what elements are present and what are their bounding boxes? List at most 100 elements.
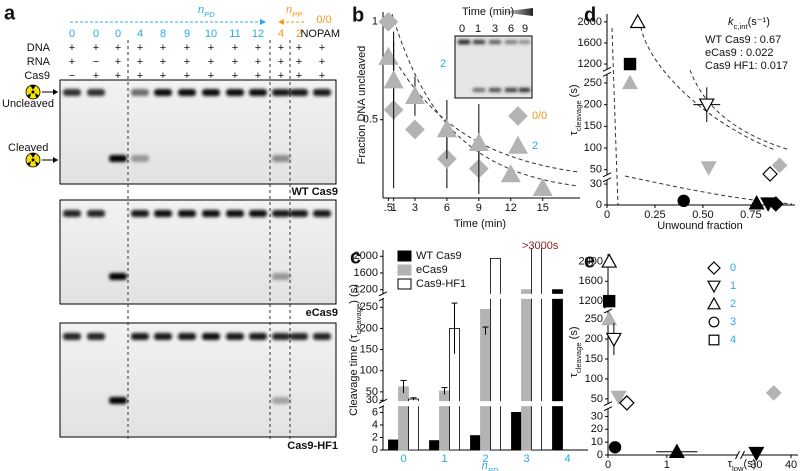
- inset-gel: [454, 35, 533, 99]
- y-tick-label: 250: [584, 77, 602, 89]
- npp-label-part: n: [286, 4, 292, 16]
- gel-bands: [63, 210, 331, 280]
- legend-marker: [508, 106, 528, 126]
- band: [272, 333, 290, 340]
- legend-swatch: [397, 264, 412, 276]
- y-tick-label: 1: [372, 16, 378, 28]
- k-value: eCas9 : 0.022: [705, 47, 774, 59]
- marker: [532, 177, 553, 197]
- nopam: NOPAM: [300, 28, 340, 40]
- lane-mark: +: [255, 70, 261, 82]
- y-tick-label: 150: [584, 120, 602, 132]
- y-axis-label-part: τ: [568, 131, 580, 136]
- x-axis-label-part: PD: [488, 466, 499, 471]
- lane-mark: +: [115, 42, 121, 54]
- lane-number: 11: [229, 28, 240, 40]
- band: [131, 210, 149, 217]
- band: [226, 210, 244, 217]
- marker: [608, 441, 622, 454]
- lane-mark: +: [160, 70, 166, 82]
- marker: [668, 443, 685, 458]
- band: [87, 89, 105, 96]
- axis-break: [740, 450, 745, 460]
- y-tick-label: 20: [591, 423, 603, 435]
- panel-letter: d: [584, 4, 596, 26]
- band-label: Cleaved: [8, 142, 48, 154]
- band: [63, 333, 81, 340]
- lane-mark: +: [208, 56, 214, 68]
- time-ramp: [500, 8, 533, 16]
- k-title-part: c,int: [734, 22, 749, 31]
- y-axis-label-part: (s): [568, 84, 580, 100]
- x-tick-label: 0: [605, 459, 611, 471]
- nopam-ratio: 0/0: [316, 14, 331, 26]
- axis-break: [603, 308, 613, 314]
- legend-marker: [507, 135, 529, 154]
- lane-mark: +: [278, 42, 284, 54]
- legend-marker: [708, 334, 720, 346]
- marker: [698, 98, 715, 113]
- band: [290, 210, 308, 217]
- marker: [765, 385, 782, 401]
- legend-label: 2: [730, 298, 736, 310]
- axis-break: [603, 401, 613, 407]
- lane-mark: +: [93, 70, 99, 82]
- x-tick-label: 1: [664, 459, 670, 471]
- lane-mark: +: [69, 56, 75, 68]
- y-axis-label-part: ) (s): [348, 284, 360, 304]
- y-tick-label: 1200: [578, 58, 602, 70]
- x-axis-label: Unwound fraction: [657, 220, 743, 232]
- x-tick-label: 0: [604, 209, 610, 221]
- bar: [470, 435, 481, 451]
- marker: [748, 446, 765, 462]
- y-tick-label: 1200: [579, 295, 603, 307]
- band: [202, 333, 220, 340]
- y-tick-label: 2000: [579, 255, 603, 267]
- lane-mark: +: [137, 56, 143, 68]
- y-tick-label: 150: [360, 343, 378, 355]
- gel-bands: [63, 333, 331, 404]
- lane-number: 2: [296, 28, 302, 40]
- axis-gap: [384, 401, 589, 407]
- lane-number: 4: [137, 28, 143, 40]
- axis-gap: [384, 293, 589, 299]
- axis-break: [378, 291, 388, 297]
- bar: [490, 257, 501, 451]
- y-tick-label: 0: [597, 449, 603, 461]
- inset-label: 2: [440, 58, 446, 70]
- x-axis-label: nPD: [482, 460, 499, 471]
- panel-letter: c: [350, 246, 361, 268]
- y-tick-label: 30: [591, 410, 603, 422]
- lane-mark: +: [69, 42, 75, 54]
- y-axis-label: Fraction DNA uncleaved: [356, 46, 368, 165]
- row-label: DNA: [27, 42, 51, 54]
- band: [226, 89, 244, 96]
- lane-mark: +: [296, 42, 302, 54]
- y-tick-label: 30: [590, 178, 602, 190]
- y-tick-label: 2000: [354, 250, 378, 262]
- npd-label-part: PD: [204, 10, 215, 19]
- fit-curve: [391, 13, 579, 187]
- x-tick-label: 0.25: [644, 209, 665, 221]
- lane-mark: +: [160, 42, 166, 54]
- x-tick-label: 3: [412, 202, 418, 214]
- lane-mark: +: [319, 56, 325, 68]
- y-tick-label: 2: [372, 431, 378, 443]
- gel-hf1: [59, 322, 337, 438]
- y-tick-label: 50: [366, 386, 378, 398]
- x-tick-label: 2: [482, 453, 488, 465]
- band: [272, 89, 290, 96]
- marker: [771, 157, 788, 174]
- lane-number: 0: [93, 28, 99, 40]
- panel-letter: a: [4, 2, 16, 24]
- y-tick-label: 200: [360, 322, 378, 334]
- lane-number: 9: [184, 28, 190, 40]
- y-axis-label-part: cleavage: [574, 100, 583, 131]
- y-tick-label: 4: [372, 419, 378, 431]
- y-tick-label: 150: [585, 353, 603, 365]
- gel-label: WT Cas9: [292, 186, 338, 198]
- band: [249, 333, 267, 340]
- band: [272, 273, 290, 280]
- inset-tick: 3: [492, 23, 498, 35]
